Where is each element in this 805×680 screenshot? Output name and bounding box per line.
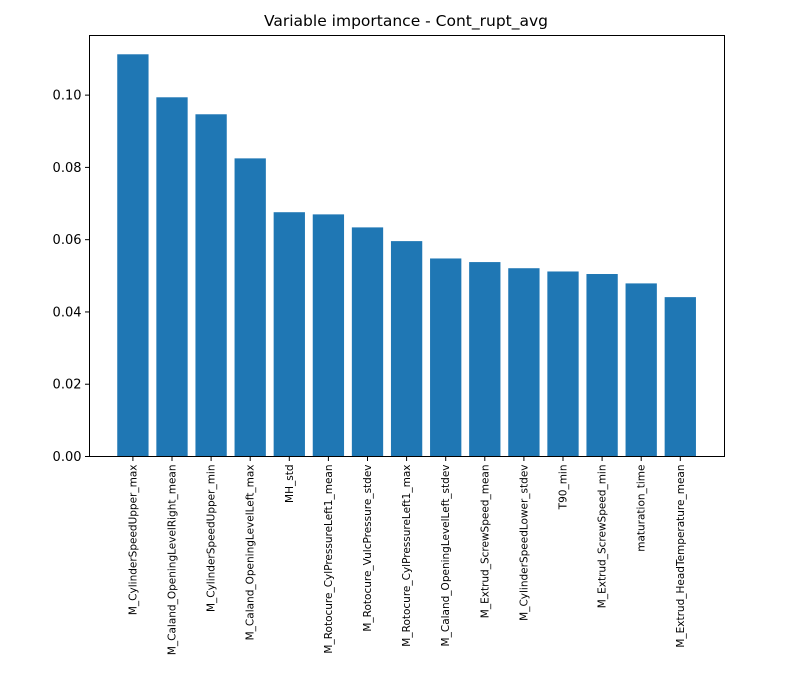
x-tick-label: M_Rotocure_CylPressureLeft1_mean xyxy=(323,465,335,654)
bars-layer xyxy=(117,54,696,457)
x-tick-label: M_Rotocure_CylPressureLeft1_max xyxy=(401,465,413,647)
bar xyxy=(351,227,384,457)
y-tick-label: 0.00 xyxy=(53,450,82,465)
bar xyxy=(508,268,540,457)
x-tick-label: M_Caland_OpeningLevelRight_mean xyxy=(167,465,179,656)
x-tick-label: M_CylinderSpeedUpper_min xyxy=(206,465,218,613)
chart-title: Variable importance - Cont_rupt_avg xyxy=(264,12,548,31)
x-tick-label: M_Caland_OpeningLevelLeft_max xyxy=(245,465,257,641)
bar xyxy=(664,297,696,457)
y-tick-label: 0.04 xyxy=(53,305,82,320)
y-axis: 0.00 0.02 0.04 0.06 0.08 0.10 xyxy=(53,89,90,465)
bar xyxy=(156,97,188,457)
x-tick-label: MH_std xyxy=(284,465,296,503)
x-tick-label: M_Extrud_ScrewSpeed_min xyxy=(597,465,609,609)
y-tick-label: 0.06 xyxy=(53,233,82,248)
bar xyxy=(430,258,462,457)
bar xyxy=(234,158,266,457)
bar xyxy=(625,283,657,457)
x-tick-label: M_Rotocure_VulcPressure_stdev xyxy=(362,465,374,632)
x-tick-label: M_Extrud_ScrewSpeed_mean xyxy=(479,465,491,619)
x-tick-label: T90_min xyxy=(558,465,570,511)
x-tick-label: M_CylinderSpeedUpper_max xyxy=(127,465,139,616)
x-tick-label: M_CylinderSpeedLower_stdev xyxy=(518,465,530,621)
bar xyxy=(117,54,149,457)
bar xyxy=(469,262,501,457)
bar xyxy=(273,212,305,457)
x-tick-label: M_Caland_OpeningLevelLeft_stdev xyxy=(440,465,452,647)
bar xyxy=(586,274,618,457)
bar xyxy=(312,214,345,457)
y-tick-label: 0.10 xyxy=(53,89,82,104)
plot-frame xyxy=(89,35,725,457)
y-tick-label: 0.08 xyxy=(53,161,82,176)
bar xyxy=(547,271,579,457)
bar xyxy=(390,241,423,457)
bar xyxy=(195,114,227,457)
y-tick-label: 0.02 xyxy=(53,378,82,393)
x-tick-label: M_Extrud_HeadTemperature_mean xyxy=(675,465,687,648)
x-axis: M_CylinderSpeedUpper_max M_Caland_Opening… xyxy=(127,456,687,656)
x-tick-label: maturation_time xyxy=(636,465,648,552)
